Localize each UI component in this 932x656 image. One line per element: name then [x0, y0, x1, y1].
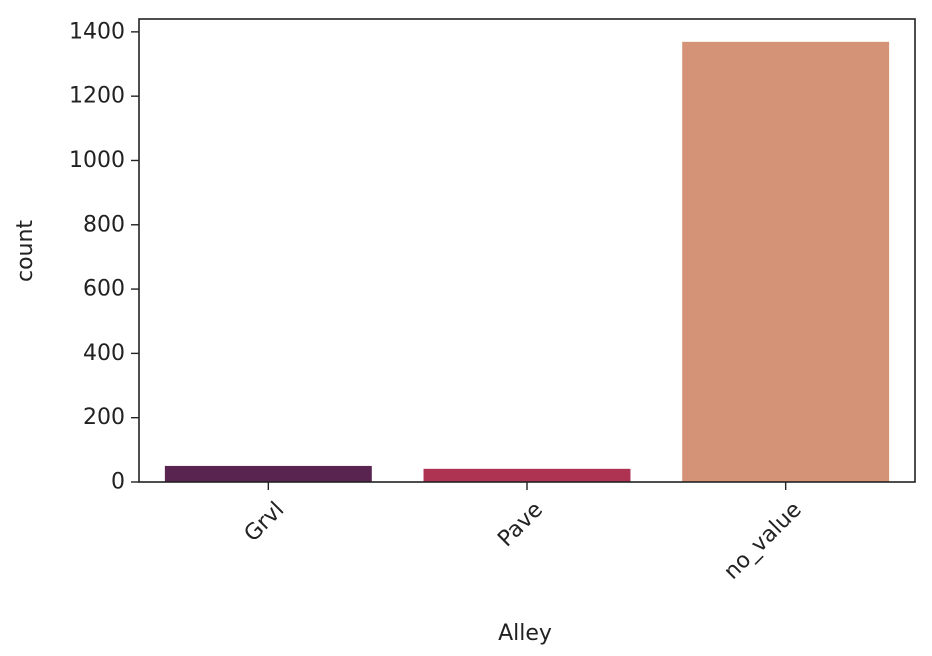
y-tick-label: 600 — [83, 277, 125, 302]
x-tick-label: Pave — [493, 497, 548, 552]
y-axis-label: count — [13, 220, 38, 282]
x-tick-label: no_value — [719, 497, 806, 584]
y-tick-label: 1400 — [69, 19, 125, 44]
x-tick-label: Grvl — [240, 497, 290, 547]
y-axis: 0 200 400 600 800 1000 1200 1400 — [69, 19, 139, 495]
bars-layer — [164, 41, 890, 483]
y-tick-label: 400 — [83, 341, 125, 366]
bar-grvl — [164, 465, 372, 482]
y-tick-label: 1200 — [69, 84, 125, 109]
y-tick-label: 800 — [83, 212, 125, 237]
plot-area-frame — [138, 18, 916, 483]
bar-pave — [423, 468, 631, 482]
y-tick-label: 1000 — [69, 148, 125, 173]
bar-no-value — [682, 41, 890, 483]
x-axis: Grvl Pave no_value — [240, 482, 807, 585]
y-tick-label: 0 — [111, 470, 125, 495]
x-axis-label: Alley — [498, 621, 552, 646]
y-tick-label: 200 — [83, 405, 125, 430]
